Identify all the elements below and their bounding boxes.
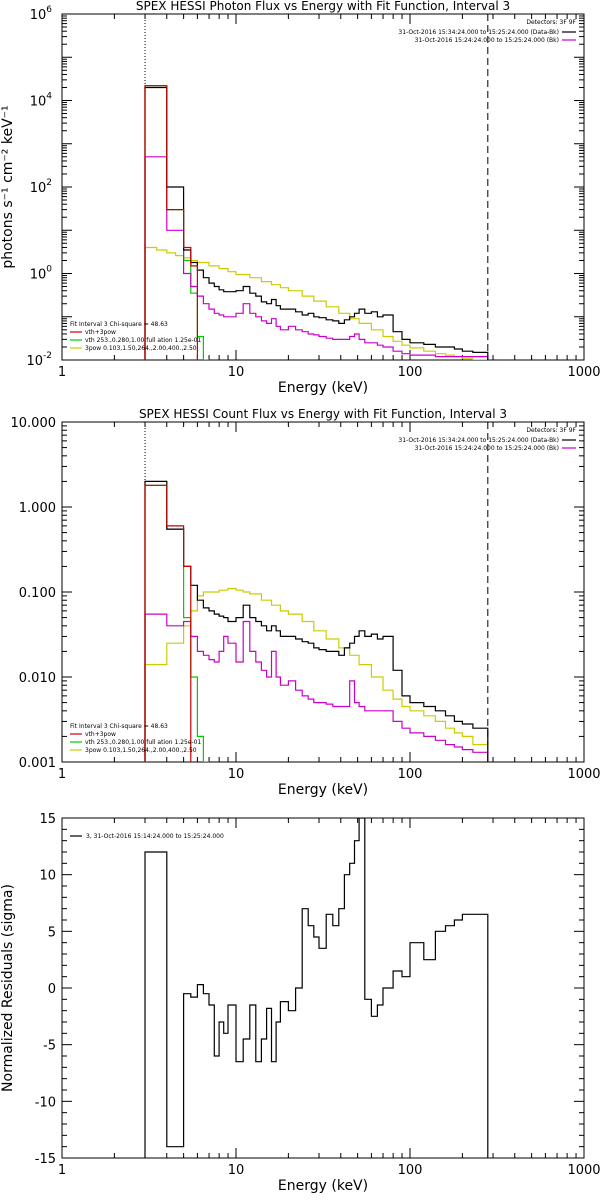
legend-header: Detectors: 3F 9F	[526, 19, 576, 26]
legend-header: Fit Interval 3 Chi-square = 48.63	[70, 321, 168, 328]
legend-entry: vth+3pow	[85, 731, 116, 738]
y-tick-label: -10	[35, 1095, 56, 1110]
legend-entry: 31-Oct-2016 15:24:24.000 to 15:25:24.000…	[415, 445, 559, 452]
x-tick-label: 1	[58, 365, 66, 380]
legend-entry: 3pow 0.103,1.50,264.,2.00,400.,2.50	[85, 747, 197, 754]
y-axis-label: photons s⁻¹ cm⁻² keV⁻¹	[0, 105, 16, 268]
y-tick-label: -5	[43, 1039, 56, 1054]
x-axis-label: Energy (keV)	[278, 1178, 368, 1194]
series-line	[144, 156, 489, 360]
y-tick-label: 0.100	[19, 586, 56, 601]
data-layer	[144, 818, 489, 1158]
panel-2: SPEX HESSI Count Flux vs Energy with Fit…	[11, 407, 600, 798]
legend-entry: 31-Oct-2016 15:34:24.000 to 15:25:24.000…	[398, 437, 559, 444]
series-line	[144, 484, 192, 762]
y-tick-label: 0.001	[19, 756, 56, 771]
x-tick-label: 1000	[567, 1163, 600, 1178]
legend-header: Fit Interval 3 Chi-square = 48.63	[70, 723, 168, 730]
y-tick-label: 106	[30, 5, 53, 23]
y-tick-label: 0.010	[19, 671, 56, 686]
legend-entry: 31-Oct-2016 15:34:24.000 to 15:25:24.000…	[398, 29, 559, 36]
chart-title: SPEX HESSI Count Flux vs Energy with Fit…	[139, 407, 507, 421]
y-tick-label: 10.000	[11, 416, 57, 431]
x-tick-label: 1	[58, 767, 66, 782]
chart-title: SPEX HESSI Photon Flux vs Energy with Fi…	[136, 0, 510, 13]
series-line	[144, 85, 209, 360]
series-line	[144, 613, 489, 762]
x-axis-label: Energy (keV)	[278, 782, 368, 798]
x-tick-label: 1	[58, 1163, 66, 1178]
y-tick-label: 102	[30, 178, 52, 196]
x-tick-label: 1000	[567, 767, 600, 782]
legend-entry: vth 253.,0.280,1.00 full ation 1.25e-01	[85, 739, 201, 746]
plot-frame	[61, 13, 585, 361]
plot-frame	[61, 817, 585, 1159]
series-line	[144, 484, 209, 762]
y-tick-label: -15	[35, 1152, 56, 1167]
y-tick-label: 10	[39, 869, 56, 884]
x-tick-label: 10	[228, 365, 245, 380]
series-line	[144, 818, 489, 1158]
data-layer	[144, 422, 489, 762]
x-tick-label: 10	[228, 767, 245, 782]
y-tick-label: 15	[39, 812, 56, 827]
panel-1: SPEX HESSI Photon Flux vs Energy with Fi…	[0, 0, 600, 396]
y-tick-label: 100	[30, 265, 53, 283]
panel-3: 1 10 100 1000 -15 -10 -5 0 5 10 15 Energy (keV) Norm…	[0, 812, 600, 1194]
series-line	[144, 587, 489, 762]
legend-entry: 3, 31-Oct-2016 15:14:24.000 to 15:25:24.…	[86, 833, 224, 840]
legend-entry: vth+3pow	[85, 329, 116, 336]
x-axis-label: Energy (keV)	[278, 380, 368, 396]
x-tick-label: 100	[398, 365, 423, 380]
legend-entry: 3pow 0.103,1.50,264.,2.00,400.,2.50	[85, 345, 197, 352]
x-tick-label: 100	[398, 767, 423, 782]
y-tick-label: 104	[30, 92, 53, 110]
y-axis-label: Normalized Residuals (sigma)	[0, 884, 16, 1092]
x-tick-label: 1000	[567, 365, 600, 380]
legend-entry: vth 253.,0.280,1.00 full ation 1.25e-01	[85, 337, 201, 344]
legend-entry: 31-Oct-2016 15:24:24.000 to 15:25:24.000…	[415, 37, 559, 44]
series-line	[144, 86, 489, 360]
y-tick-label: 10-2	[26, 351, 52, 369]
series-line	[144, 85, 198, 360]
legend-header: Detectors: 3F 9F	[526, 427, 576, 434]
y-tick-label: 0	[48, 982, 56, 997]
data-layer	[144, 14, 489, 360]
y-tick-label: 5	[48, 925, 56, 940]
series-line	[144, 480, 489, 762]
x-tick-label: 100	[398, 1163, 423, 1178]
x-tick-label: 10	[228, 1163, 245, 1178]
y-tick-label: 1.000	[19, 501, 56, 516]
plot-frame	[61, 421, 585, 763]
